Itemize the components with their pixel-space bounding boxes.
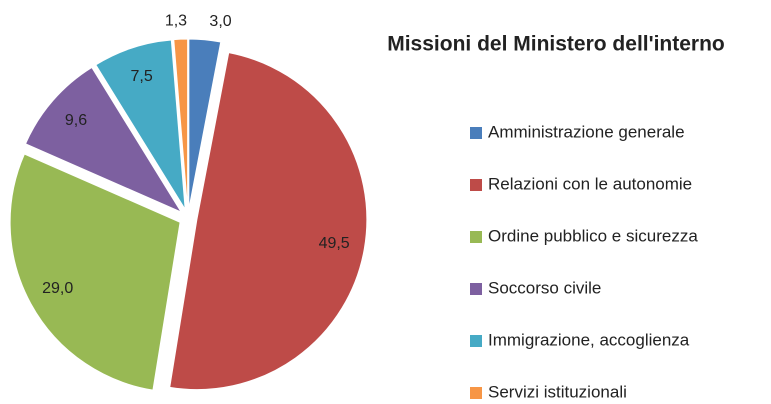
legend-swatch: [470, 387, 482, 399]
pie-slice: [24, 66, 183, 214]
legend-swatch: [470, 127, 482, 139]
chart-title: Missioni del Ministero dell'interno: [387, 33, 725, 56]
legend-label: Relazioni con le autonomie: [488, 174, 692, 193]
legend-swatch: [470, 283, 482, 295]
legend-label: Amministrazione generale: [488, 122, 685, 141]
legend-swatch: [470, 335, 482, 347]
data-label: 3,0: [209, 13, 231, 30]
pie-slice: [9, 153, 181, 391]
data-label: 1,3: [165, 12, 187, 29]
legend-label: Immigrazione, accoglienza: [488, 330, 690, 349]
pie-slice: [173, 38, 189, 210]
data-label: 9,6: [65, 112, 87, 129]
pie-slice: [169, 51, 368, 390]
legend-label: Servizi istituzionali: [488, 382, 627, 401]
pie-slice: [95, 39, 186, 210]
legend-swatch: [470, 179, 482, 191]
legend-swatch: [470, 231, 482, 243]
legend-label: Ordine pubblico e sicurezza: [488, 226, 698, 245]
data-label: 7,5: [131, 68, 153, 85]
data-label: 49,5: [319, 235, 350, 252]
pie-slice: [188, 38, 222, 210]
data-label: 29,0: [42, 280, 73, 297]
legend-label: Soccorso civile: [488, 278, 601, 297]
